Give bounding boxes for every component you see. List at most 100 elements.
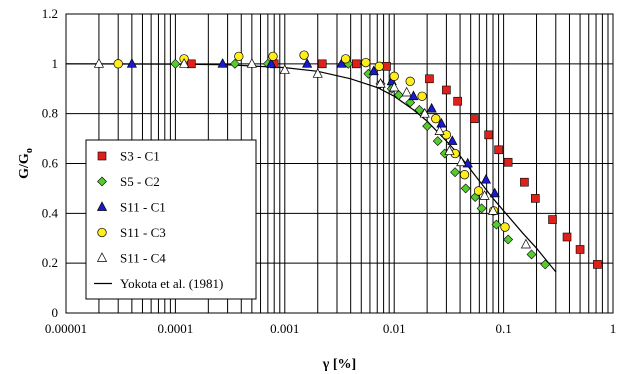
plot-area-border <box>65 13 614 314</box>
data-point <box>375 78 386 88</box>
data-point <box>444 145 455 155</box>
data-point <box>531 194 540 203</box>
x-axis-title: γ [%] <box>322 357 356 372</box>
legend-marker <box>97 227 107 238</box>
legend: S3 - C1 S5 - C2 S11 - C1 S11 - C3 S11 - C4 Yo… <box>85 139 257 300</box>
tick-labels: 0.00001 0.0001 0.001 0.01 0.1 1 0 0.2 0.4 0.6 0.8 1… <box>42 6 617 336</box>
data-point <box>489 187 500 198</box>
data-point <box>417 91 427 101</box>
x-tick-label: 0.01 <box>383 321 406 336</box>
data-point <box>312 68 323 78</box>
data-point <box>368 65 379 76</box>
data-point <box>470 114 479 123</box>
data-point <box>548 215 557 224</box>
data-point <box>494 145 503 155</box>
data-point <box>459 170 470 180</box>
data-point <box>520 238 532 249</box>
data-point <box>480 173 492 184</box>
x-tick-label: 1 <box>610 321 617 336</box>
data-point <box>500 222 510 232</box>
data-point <box>426 102 437 113</box>
data-point <box>419 107 430 118</box>
legend-label: S3 - C1 <box>120 149 160 164</box>
data-point <box>526 249 537 260</box>
legend-marker <box>96 252 108 262</box>
data-point <box>389 71 399 81</box>
data-point <box>302 58 313 68</box>
data-point <box>460 183 471 194</box>
x-axis-unit: [%] <box>329 357 356 372</box>
data-point <box>450 167 460 178</box>
y-tick-label: 0.8 <box>42 106 58 121</box>
data-point <box>317 59 327 69</box>
data-point <box>503 157 513 167</box>
data-point <box>456 156 467 167</box>
data-point <box>266 58 277 68</box>
legend-marker <box>97 176 107 187</box>
data-point <box>414 105 425 115</box>
data-point <box>401 86 412 97</box>
data-point <box>268 51 278 62</box>
data-point <box>575 245 585 254</box>
data-point <box>405 76 415 86</box>
data-point <box>351 59 361 69</box>
y-tick-label: 0.4 <box>42 205 59 220</box>
data-point <box>520 177 529 187</box>
x-tick-label: 0.00001 <box>45 321 87 336</box>
y-tick-label: 0 <box>52 305 59 320</box>
data-point <box>431 113 441 124</box>
data-point <box>487 205 499 215</box>
data-point <box>422 121 433 132</box>
legend-label: S11 - C3 <box>120 225 166 240</box>
x-tick-label: 0.1 <box>495 321 511 336</box>
data-point <box>178 58 190 68</box>
data-point <box>432 136 443 146</box>
data-point <box>246 58 257 68</box>
data-point <box>341 54 351 64</box>
data-point <box>126 58 137 68</box>
data-point <box>491 219 502 230</box>
data-point <box>479 190 490 200</box>
data-point <box>374 61 384 71</box>
series-s3-c1 <box>187 59 602 269</box>
x-axis-symbol: γ <box>322 357 330 372</box>
data-point <box>453 96 462 106</box>
x-tick-label: 0.001 <box>270 321 299 336</box>
data-point <box>540 259 551 270</box>
data-point <box>476 203 487 214</box>
data-point <box>425 74 434 84</box>
y-tick-label: 1.2 <box>42 6 58 21</box>
y-tick-label: 0.2 <box>42 255 58 270</box>
data-point <box>434 125 445 135</box>
data-point <box>562 232 572 242</box>
data-point <box>113 59 123 69</box>
x-tick-label: 0.0001 <box>158 321 194 336</box>
data-point <box>447 135 458 145</box>
y-axis-sub: o <box>24 148 35 153</box>
data-point <box>234 51 244 62</box>
legend-label: Yokota et al. (1981) <box>120 276 223 291</box>
data-point <box>187 59 196 69</box>
data-point <box>229 58 240 69</box>
y-axis-title: G/Go <box>17 148 35 179</box>
data-point <box>593 260 602 269</box>
data-point <box>389 81 400 92</box>
data-point <box>473 186 484 196</box>
legend-label: S11 - C4 <box>120 251 166 266</box>
data-point <box>442 85 451 95</box>
data-point <box>484 130 493 140</box>
data-point <box>170 58 181 69</box>
data-point <box>279 64 290 74</box>
data-point <box>436 117 447 128</box>
data-point <box>299 50 309 60</box>
data-markers <box>93 50 602 270</box>
legend-label: S11 - C1 <box>120 200 166 215</box>
data-point <box>503 234 514 245</box>
legend-marker <box>96 201 108 211</box>
y-tick-label: 1 <box>52 56 59 71</box>
legend-marker <box>97 151 107 161</box>
legend-box <box>85 139 257 300</box>
y-tick-label: 0.6 <box>42 156 59 171</box>
series-s5-c2 <box>170 58 551 270</box>
